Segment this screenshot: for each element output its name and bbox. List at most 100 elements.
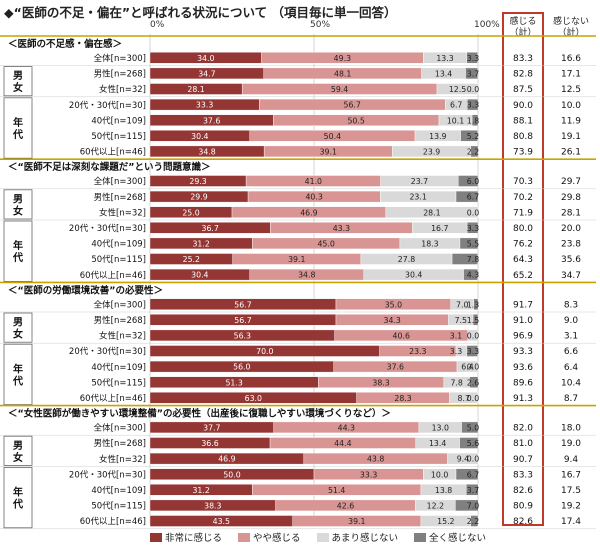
legend-label: あまり感じない [331,533,399,544]
disagree-total-value: 29.8 [561,193,581,203]
disagree-total-value: 28.1 [561,208,581,218]
bar-segment [458,175,479,187]
disagree-total-value: 17.1 [561,70,581,80]
bar-value-label: 44.3 [338,424,355,433]
agree-total-value: 65.2 [513,271,533,281]
row-label: 全体[n=300] [94,176,146,187]
bar-value-label: 30.4 [191,271,208,280]
disagree-total-value: 35.6 [561,255,581,265]
bar-value-label: 34.0 [197,54,214,63]
row-label: 40代[n=109] [91,485,146,496]
bar-value-label: 1.8 [467,116,479,125]
bar-value-label: 34.7 [198,70,215,79]
bar-value-label: 3.3 [467,101,479,110]
agree-total-value: 76.2 [513,240,533,250]
bar-value-label: 3.7 [467,486,479,495]
legend-label: やや感じる [253,533,301,544]
bar-value-label: 16.7 [431,224,448,233]
bar-value-label: 25.0 [182,208,199,217]
disagree-total-value: 17.4 [561,517,581,527]
axis-tick-100: 100% [474,20,500,30]
bar-value-label: 37.6 [203,116,220,125]
bar-value-label: 6.7 [450,101,462,110]
group-bracket [3,312,33,343]
bar-value-label: 5.2 [467,132,479,141]
agree-total-value: 90.0 [513,101,533,111]
bar-value-label: 7.8 [467,255,479,264]
bar-value-label: 36.6 [201,439,218,448]
bar-value-label: 28.1 [187,85,204,94]
legend-label: 全く感じない [429,533,487,544]
bar-segment [473,298,479,310]
bar-segment [455,468,479,480]
bar-segment [466,345,478,357]
bar-segment [465,67,478,80]
disagree-total-value: 34.7 [561,271,581,281]
bar-value-label: 13.0 [432,424,449,433]
bar-segment [466,52,478,64]
bar-value-label: 6.4 [461,363,473,372]
bar-value-label: 35.0 [385,300,402,309]
bar-value-label: 40.6 [393,332,410,341]
agree-total-value: 91.7 [513,300,533,310]
bar-value-label: 2.2 [467,517,479,526]
legend-label: 非常に感じる [165,533,223,544]
legend-swatch [150,533,162,542]
agree-total-value: 71.9 [513,208,533,218]
bar-value-label: 6.7 [467,470,479,479]
bar-segment [460,130,478,142]
bar-value-label: 50.4 [324,132,341,141]
agree-total-value: 82.6 [513,517,533,527]
bar-value-label: 23.1 [409,193,426,202]
disagree-total-value: 17.5 [561,486,581,496]
bar-value-label: 3.1 [450,332,462,341]
bar-value-label: 48.1 [334,70,351,79]
agree-total-highlight-box [502,12,544,526]
bar-segment [456,360,479,373]
row-label: 男性[n=268] [94,438,146,449]
row-label: 女性[n=32] [99,454,146,465]
agree-total-value: 82.0 [513,424,533,434]
row-label: 20代・30代[n=30] [69,469,146,480]
bar-value-label: 0.0 [467,208,479,217]
row-label: 20代・30代[n=30] [69,223,146,234]
bar-value-label: 1.5 [467,316,479,325]
agree-total-value: 91.3 [513,394,533,404]
bar-value-label: 39.1 [320,148,337,157]
agree-total-value: 81.0 [513,439,533,449]
row-label: 50代[n=115] [91,131,146,142]
bar-value-label: 13.4 [429,439,446,448]
disagree-total-value: 11.9 [561,116,581,126]
agree-total-value: 83.3 [513,470,533,480]
bar-value-label: 3.3 [467,54,479,63]
disagree-total-value: 29.7 [561,177,581,187]
group-bracket [3,66,33,97]
disagree-total-value: 19.2 [561,502,581,512]
bar-segment [469,376,479,388]
bar-value-label: 7.0 [456,300,468,309]
bar-value-label: 56.3 [234,332,251,341]
section-title: ＜“女性医師が働きやすい環境整備”の必要性（出産後に復職しやすい環境づくりなど）… [8,408,391,420]
row-label: 女性[n=32] [99,207,146,218]
group-label: 男 [13,440,23,452]
disagree-total-value: 20.0 [561,224,581,234]
row-label: 女性[n=32] [99,84,146,95]
bar-value-label: 5.0 [467,424,479,433]
agree-total-value: 82.8 [513,70,533,80]
bar-value-label: 2.6 [467,378,479,387]
agree-total-value: 88.1 [513,116,533,126]
group-label: 年 [13,116,23,129]
bar-value-label: 31.2 [192,486,209,495]
bar-value-label: 18.3 [421,240,438,249]
bar-value-label: 63.0 [245,394,262,403]
bar-value-label: 36.7 [202,224,219,233]
group-label: 年 [13,362,23,375]
disagree-total-value: 8.3 [564,300,578,310]
bar-segment [470,515,479,527]
bar-segment [459,237,479,250]
disagree-total-value: 10.4 [561,378,581,388]
bar-segment [466,98,479,111]
bar-value-label: 28.1 [423,208,440,217]
bar-value-label: 70.0 [256,347,273,356]
group-label: 代 [12,251,23,264]
